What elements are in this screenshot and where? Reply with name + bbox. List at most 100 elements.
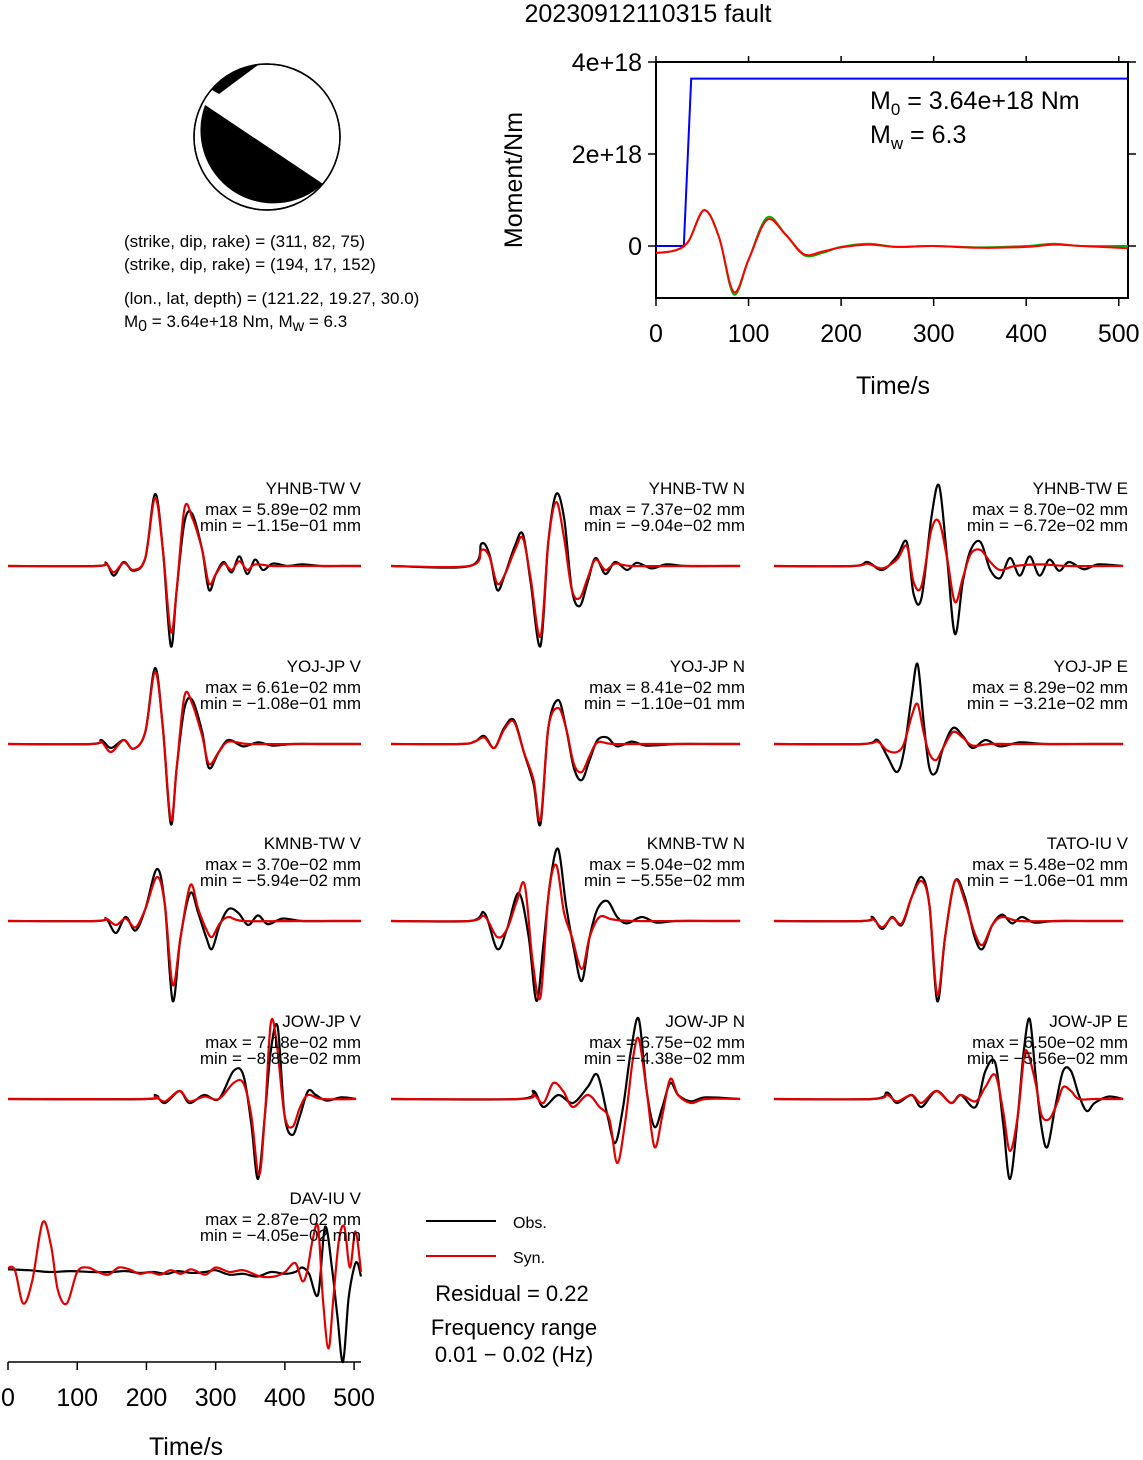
station-min: min = −1.10e−01 mm: [584, 694, 745, 713]
synthetic-trace: [7, 1017, 357, 1177]
dav-xtick-label: 100: [56, 1384, 98, 1412]
station-min: min = −1.08e−01 mm: [200, 694, 361, 713]
focal-mechanism-beachball: [193, 63, 341, 211]
dav-station-name: DAV-IU V: [290, 1189, 362, 1208]
station-min: min = −6.72e−02 mm: [967, 516, 1128, 535]
station-max: max = 7.18e−02 mm: [205, 1033, 361, 1052]
dav-station-min: min = −4.05e−02 mm: [200, 1226, 361, 1245]
moment-xtick-label: 400: [1005, 320, 1047, 348]
dav-xtick-label: 0: [1, 1384, 15, 1412]
focal-plane-1: (strike, dip, rake) = (311, 82, 75): [124, 232, 365, 251]
dav-xtick-label: 400: [264, 1384, 306, 1412]
station-name: YHNB-TW E: [1033, 479, 1128, 498]
moment-xtick-label: 0: [649, 320, 663, 348]
station-max: max = 3.70e−02 mm: [205, 855, 361, 874]
legend-syn-label: Syn.: [513, 1250, 545, 1267]
station-min: min = −5.94e−02 mm: [200, 871, 361, 890]
legend-obs-label: Obs.: [513, 1215, 547, 1232]
dav-xtick-label: 500: [333, 1384, 375, 1412]
dav-xtick-label: 300: [195, 1384, 237, 1412]
station-min: min = −5.56e−02 mm: [967, 1049, 1128, 1068]
observed-trace: [773, 483, 1124, 636]
focal-plane-2: (strike, dip, rake) = (194, 17, 152): [124, 255, 376, 274]
station-name: YOJ-JP V: [287, 657, 362, 676]
station-max: max = 5.89e−02 mm: [205, 500, 361, 519]
dav-station-max: max = 2.87e−02 mm: [205, 1210, 361, 1229]
synthetic-trace: [773, 518, 1124, 604]
station-name: TATO-IU V: [1047, 834, 1129, 853]
synthetic-trace: [7, 496, 361, 634]
station-max: max = 6.61e−02 mm: [205, 678, 361, 697]
moment-xtick-label: 300: [913, 320, 955, 348]
moment-rate-chart: 0 100 200 300 400 500 0 2e+18 4e+18 M0 = 3.64e+1…: [500, 49, 1140, 400]
moment-xtick-label: 100: [728, 320, 770, 348]
synthetic-trace: [773, 702, 1124, 762]
station-max: max = 8.70e−02 mm: [972, 500, 1128, 519]
moment-ytick-label: 2e+18: [572, 141, 642, 169]
station-name: YOJ-JP N: [670, 657, 745, 676]
station-min: min = −1.06e−01 mm: [967, 871, 1128, 890]
waveform-legend: Obs. Syn. Residual = 0.22 Frequency rang…: [426, 1215, 597, 1367]
station-name: YHNB-TW N: [649, 479, 745, 498]
station-min: min = −5.55e−02 mm: [584, 871, 745, 890]
focal-moment-text: M0 = 3.64e+18 Nm, Mw = 6.3: [124, 312, 347, 335]
legend-frequency-title: Frequency range: [431, 1315, 597, 1340]
station-min: min = −1.15e−01 mm: [200, 516, 361, 535]
observed-trace: [390, 492, 741, 648]
station-max: max = 5.04e−02 mm: [589, 855, 745, 874]
moment-xtick-label: 200: [820, 320, 862, 348]
dav-xlabel: Time/s: [149, 1433, 223, 1460]
station-max: max = 8.41e−02 mm: [589, 678, 745, 697]
figure-title: 20230912110315 fault: [525, 0, 772, 28]
moment-stf-red-line: [655, 209, 1129, 294]
synthetic-trace: [390, 863, 741, 1001]
moment-ytick-label: 4e+18: [572, 49, 642, 77]
synthetic-trace: [7, 670, 361, 822]
station-name: JOW-JP V: [282, 1012, 361, 1031]
station-name: JOW-JP N: [665, 1012, 745, 1031]
moment-xtick-label: 500: [1098, 320, 1140, 348]
station-max: max = 6.50e−02 mm: [972, 1033, 1128, 1052]
waveform-panel-dav: 0 100 200 300 400 500 Time/s DAV-IU V max = 2.…: [1, 1189, 375, 1460]
moment-plot-frame: [655, 61, 1129, 299]
station-max: max = 7.37e−02 mm: [589, 500, 745, 519]
station-min: min = −4.38e−02 mm: [584, 1049, 745, 1068]
synthetic-trace: [390, 500, 741, 638]
observed-trace: [773, 875, 1124, 1003]
station-min: min = −3.21e−02 mm: [967, 694, 1128, 713]
station-max: max = 6.75e−02 mm: [589, 1033, 745, 1052]
synthetic-trace: [390, 706, 741, 823]
station-name: KMNB-TW N: [647, 834, 745, 853]
synthetic-trace: [773, 1049, 1124, 1153]
station-name: JOW-JP E: [1049, 1012, 1128, 1031]
beachball-compressional-fill: [205, 105, 323, 191]
focal-location: (lon., lat, depth) = (121.22, 19.27, 30.…: [124, 289, 419, 308]
moment-xlabel: Time/s: [856, 372, 930, 400]
moment-mw-label: Mw = 6.3: [870, 121, 966, 153]
station-min: min = −8.83e−02 mm: [200, 1049, 361, 1068]
moment-m0-label: M0 = 3.64e+18 Nm: [870, 87, 1080, 119]
legend-residual: Residual = 0.22: [435, 1281, 589, 1306]
moment-ylabel: Moment/Nm: [500, 112, 528, 248]
moment-cumulative-line: [656, 77, 1128, 247]
synthetic-trace: [390, 1036, 741, 1165]
beachball-compressional-sliver: [212, 65, 258, 94]
observed-trace: [390, 698, 741, 827]
synthetic-trace: [7, 875, 361, 987]
station-name: YOJ-JP E: [1054, 657, 1128, 676]
moment-stf-green-line: [655, 209, 1129, 296]
station-max: max = 8.29e−02 mm: [972, 678, 1128, 697]
station-min: min = −9.04e−02 mm: [584, 516, 745, 535]
